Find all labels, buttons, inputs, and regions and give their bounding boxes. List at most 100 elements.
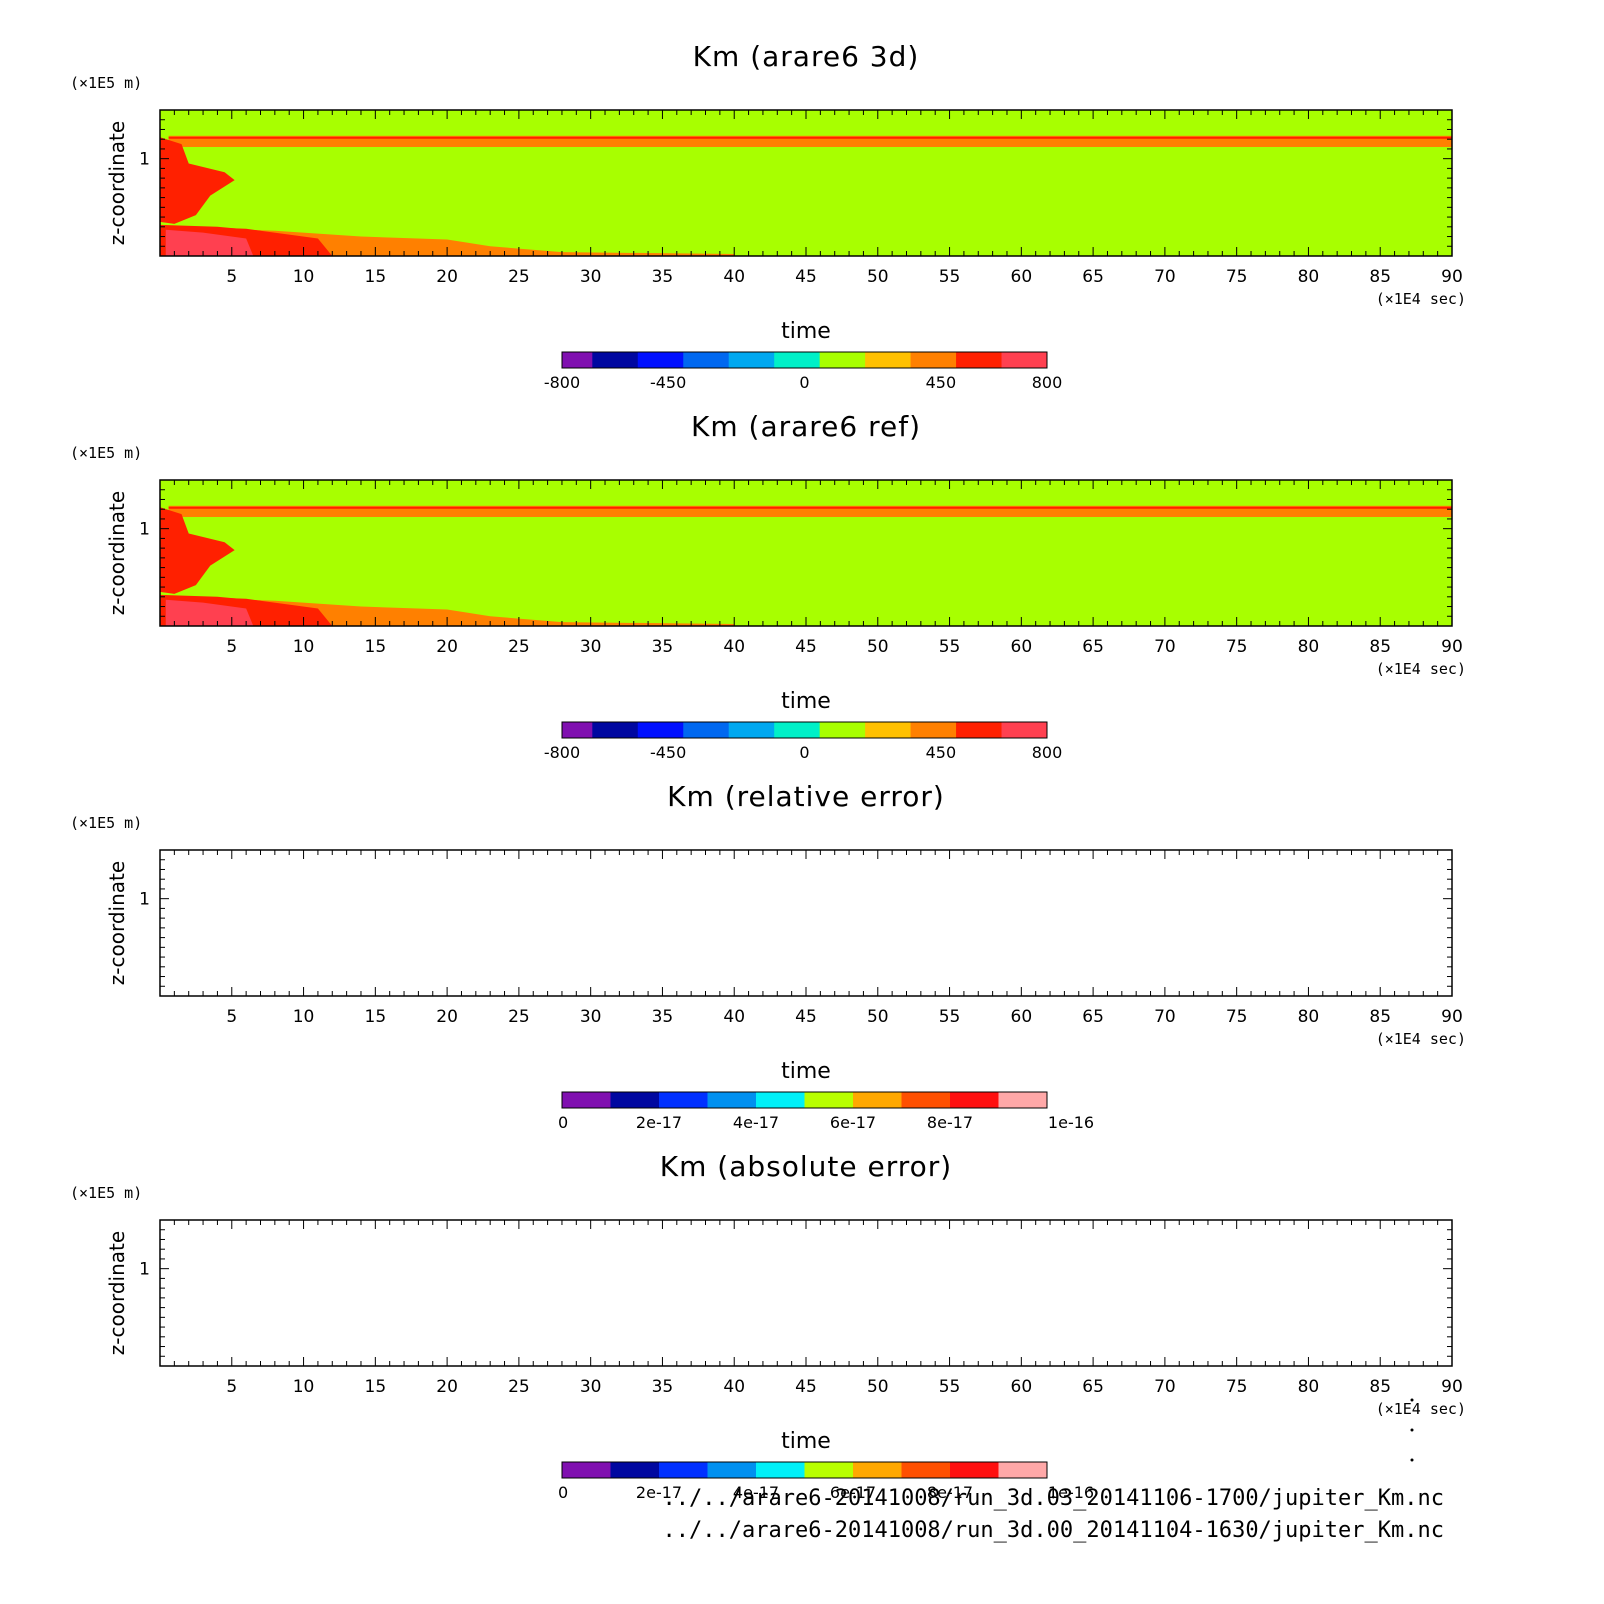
- chart-title: Km (arare6 3d): [693, 40, 920, 73]
- colorbar-frame: [561, 1461, 1048, 1479]
- x-tick-label: 65: [1082, 267, 1104, 287]
- x-tick-label: 65: [1082, 1007, 1104, 1027]
- colorbar-swatch: [998, 1462, 1048, 1478]
- x-tick-label: 90: [1441, 1007, 1463, 1027]
- x-tick-label: 85: [1369, 1007, 1391, 1027]
- x-tick-label: 70: [1154, 1007, 1176, 1027]
- colorbar-swatch: [819, 722, 866, 738]
- field-upper-band: [168, 135, 1453, 147]
- colorbar-swatch: [1001, 722, 1048, 738]
- x-tick-label: 55: [939, 1007, 961, 1027]
- x-ticks: [173, 110, 1439, 256]
- x-tick-label: 25: [508, 1007, 530, 1027]
- x-tick-label: 70: [1154, 267, 1176, 287]
- colorbar-swatch: [901, 1462, 951, 1478]
- colorbar-swatch: [853, 1092, 902, 1108]
- x-tick-label: 40: [723, 1007, 745, 1027]
- x-axis-label: time: [781, 689, 831, 714]
- x-tick-label: 65: [1082, 637, 1104, 657]
- x-tick-label: 25: [508, 1377, 530, 1397]
- x-tick-label: 5: [226, 267, 237, 287]
- x-tick-label: 80: [1298, 637, 1320, 657]
- colorbar-label: 4e-17: [733, 1483, 779, 1502]
- colorbar-label: 450: [926, 743, 957, 762]
- x-tick-label: 65: [1082, 1377, 1104, 1397]
- x-tick-label: 35: [652, 1007, 674, 1027]
- x-tick-label: 55: [939, 637, 961, 657]
- x-tick-label: 10: [293, 637, 315, 657]
- x-tick-label: 50: [867, 1007, 889, 1027]
- field-upper-band: [168, 505, 1453, 517]
- footer-file-b: ../../arare6-20141008/run_3d.00_20141104…: [662, 1518, 1444, 1543]
- colorbar: -800 -450 0 450 800: [544, 351, 1062, 392]
- colorbar-label: 2e-17: [636, 1113, 682, 1132]
- colorbar-swatch: [865, 722, 912, 738]
- x-axis-label: time: [781, 1429, 831, 1454]
- x-tick-label: 10: [293, 267, 315, 287]
- x-tick-label: 30: [580, 1007, 602, 1027]
- colorbar-swatch: [819, 352, 866, 368]
- x-tick-label: 5: [226, 1377, 237, 1397]
- x-tick-label: 75: [1226, 1007, 1248, 1027]
- colorbar-label: 6e-17: [830, 1483, 876, 1502]
- x-unit-label: (×1E4 sec): [1376, 1400, 1466, 1418]
- footer-file-a: ../../arare6-20141008/run_3d.03_20141106…: [662, 1486, 1444, 1511]
- colorbar-label: -450: [650, 373, 686, 392]
- y-unit-label: (×1E5 m): [70, 444, 142, 462]
- field-background: [160, 480, 1452, 626]
- colorbar-label: 0: [799, 373, 809, 392]
- colorbar-swatch: [910, 352, 957, 368]
- colorbar: 0 2e-17 4e-17 6e-17 8e-17 1e-16: [558, 1461, 1094, 1502]
- colorbar-frame: [561, 351, 1048, 369]
- x-tick-label: 60: [1011, 267, 1033, 287]
- x-tick-label: 30: [580, 637, 602, 657]
- chart-title: Km (arare6 ref): [691, 410, 921, 443]
- x-tick-label: 90: [1441, 637, 1463, 657]
- colorbar-label: 1e-16: [1048, 1113, 1094, 1132]
- x-tick-label: 50: [867, 267, 889, 287]
- colorbar: 0 2e-17 4e-17 6e-17 8e-17 1e-16: [558, 1091, 1094, 1132]
- heatmap-field: [160, 110, 1453, 256]
- x-tick-label: 60: [1011, 1007, 1033, 1027]
- colorbar-label: -800: [544, 743, 580, 762]
- x-unit-label: (×1E4 sec): [1376, 1030, 1466, 1048]
- field-plume: [160, 507, 235, 594]
- x-tick-label: 85: [1369, 267, 1391, 287]
- colorbar-swatch: [774, 352, 821, 368]
- x-tick-label: 55: [939, 1377, 961, 1397]
- x-tick-label: 90: [1441, 1377, 1463, 1397]
- y-ticks: [160, 859, 1452, 987]
- colorbar-label: 1e-16: [1048, 1483, 1094, 1502]
- x-tick-label: 70: [1154, 637, 1176, 657]
- colorbar-swatch: [728, 352, 775, 368]
- field-upper-line: [168, 136, 1453, 139]
- colorbar-label: 6e-17: [830, 1113, 876, 1132]
- colorbar-frame: [561, 721, 1048, 739]
- colorbar-swatch: [637, 722, 684, 738]
- colorbar-label: 2e-17: [636, 1483, 682, 1502]
- plot-frame: [159, 1219, 1453, 1367]
- colorbar-swatch: [659, 1092, 708, 1108]
- x-tick-label: 5: [226, 1007, 237, 1027]
- colorbar-swatch: [659, 1462, 708, 1478]
- x-ticks: [173, 1220, 1439, 1366]
- colorbar-swatch: [950, 1462, 999, 1478]
- x-tick-label: 35: [652, 267, 674, 287]
- colorbar-swatch: [774, 722, 821, 738]
- y-ticks: [160, 1229, 1452, 1357]
- x-tick-label: 50: [867, 1377, 889, 1397]
- field-plume: [160, 137, 235, 224]
- x-tick-label: 20: [436, 267, 458, 287]
- y-unit-label: (×1E5 m): [70, 74, 142, 92]
- heatmap-field: [160, 480, 1453, 626]
- colorbar-label: 8e-17: [927, 1483, 973, 1502]
- x-tick-label: 40: [723, 267, 745, 287]
- x-tick-label: 75: [1226, 267, 1248, 287]
- x-tick-label: 15: [365, 637, 387, 657]
- colorbar-label: 800: [1032, 743, 1063, 762]
- x-tick-label: 20: [436, 1377, 458, 1397]
- x-tick-label: 30: [580, 267, 602, 287]
